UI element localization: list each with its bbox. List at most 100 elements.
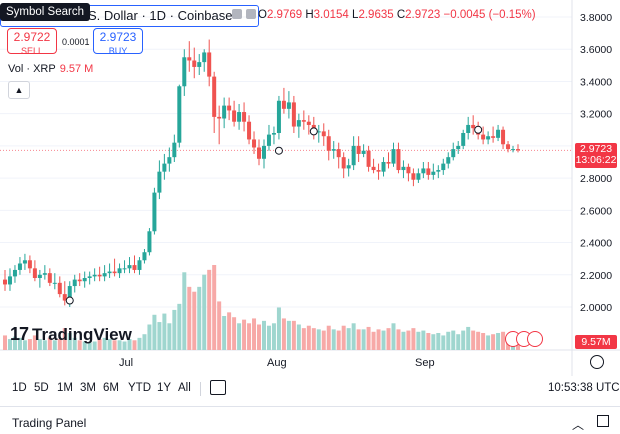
- volume-bar: [32, 335, 37, 350]
- volume-bar: [381, 330, 386, 350]
- trading-panel-bar[interactable]: Trading Panel ︿: [0, 406, 620, 434]
- candle-body: [3, 279, 7, 285]
- range-ytd-button[interactable]: YTD: [128, 382, 151, 394]
- volume-bar: [516, 342, 520, 350]
- volume-bar: [481, 333, 486, 350]
- volume-bar: [461, 330, 466, 350]
- price-tick-label: 3.8000: [580, 12, 612, 24]
- candle-body: [416, 173, 421, 180]
- volume-bar: [341, 325, 346, 350]
- volume-bar: [386, 328, 391, 350]
- current-price-label: 2.9723 13:06:22: [575, 143, 617, 168]
- candle-body: [461, 133, 466, 146]
- event-flag-icon[interactable]: [527, 331, 543, 347]
- events-flags[interactable]: [505, 331, 543, 347]
- symbol-legend[interactable]: Symbol Search S. Dollar · 1D · Coinbase: [0, 0, 259, 30]
- ohlc-values: O2.9769 H3.0154 L2.9635 C2.9723 −0.0045 …: [258, 9, 536, 21]
- candle-body: [92, 274, 97, 277]
- candle-body: [381, 162, 386, 172]
- volume-bar: [416, 331, 421, 350]
- candle-body: [291, 102, 296, 127]
- range-all-button[interactable]: All: [178, 382, 191, 394]
- symbol-title[interactable]: S. Dollar · 1D · Coinbase: [88, 8, 233, 23]
- buy-button[interactable]: 2.9723 BUY: [93, 28, 143, 56]
- clock-time[interactable]: 10:53:38 UTC: [548, 382, 620, 394]
- volume-bar: [266, 325, 271, 350]
- candle-body: [147, 231, 152, 253]
- volume-bar: [321, 330, 326, 350]
- volume-bar: [147, 324, 152, 350]
- volume-legend[interactable]: Vol · XRP 9.57 M: [8, 63, 93, 75]
- candle-body: [132, 265, 137, 270]
- volume-bar: [281, 318, 286, 350]
- volume-bar: [7, 339, 12, 350]
- price-tick-label: 3.2000: [580, 109, 612, 121]
- volume-bar: [431, 334, 436, 350]
- bar-countdown: 13:06:22: [575, 154, 617, 166]
- sell-button[interactable]: 2.9722 SELL: [7, 28, 57, 56]
- candle-body: [456, 145, 461, 150]
- candle-body: [162, 163, 167, 172]
- candle-body: [207, 52, 212, 77]
- candle-body: [431, 171, 436, 175]
- candle-body: [306, 121, 311, 125]
- candle-body: [436, 170, 441, 172]
- candle-body: [47, 273, 52, 283]
- candle-body: [421, 168, 426, 174]
- x-axis-label: Jul: [119, 357, 134, 369]
- settings-gear-icon[interactable]: [590, 355, 604, 369]
- candle-body: [371, 166, 376, 171]
- candle-body: [122, 268, 127, 270]
- volume-bar: [371, 331, 376, 350]
- range-3m-button[interactable]: 3M: [80, 382, 96, 394]
- candle-body: [182, 57, 187, 87]
- volume-bar: [491, 334, 496, 350]
- range-6m-button[interactable]: 6M: [103, 382, 119, 394]
- volume-bar: [162, 313, 167, 350]
- x-axis-label: Sep: [415, 357, 435, 369]
- volume-bar: [112, 340, 117, 350]
- maximize-icon[interactable]: [597, 415, 609, 427]
- more-icon[interactable]: [246, 9, 256, 19]
- range-5d-button[interactable]: 5D: [34, 382, 49, 394]
- open-label: O: [258, 9, 267, 21]
- volume-bar: [82, 341, 87, 350]
- candle-body: [466, 124, 471, 133]
- volume-bar: [92, 341, 97, 350]
- candle-body: [152, 192, 157, 232]
- range-1y-button[interactable]: 1Y: [157, 382, 172, 394]
- chevron-up-icon[interactable]: ▲: [8, 81, 30, 99]
- volume-bar: [52, 340, 57, 350]
- visibility-icon[interactable]: [232, 9, 242, 19]
- candle-body: [406, 166, 411, 174]
- volume-bar: [296, 324, 301, 350]
- candle-body: [261, 145, 266, 159]
- chevron-up-icon[interactable]: ︿: [572, 418, 585, 432]
- price-tick-label: 2.2000: [580, 270, 612, 282]
- volume-bar: [37, 339, 42, 350]
- volume-bar: [42, 340, 47, 350]
- watermark-text: TradingView: [32, 324, 132, 344]
- candle-body: [361, 150, 366, 154]
- volume-bar: [356, 329, 361, 350]
- candle-body: [266, 134, 271, 146]
- candle-body: [232, 110, 237, 122]
- candle-body: [57, 282, 62, 295]
- candle-body: [257, 147, 262, 159]
- close-value: 2.9723: [405, 9, 441, 21]
- volume-bar: [291, 320, 296, 350]
- range-1m-button[interactable]: 1M: [57, 382, 73, 394]
- volume-bar: [436, 333, 441, 350]
- calendar-icon[interactable]: [210, 380, 226, 395]
- candle-body: [366, 150, 371, 167]
- volume-bar: [122, 341, 127, 350]
- candle-body: [27, 260, 32, 269]
- price-tick-label: 2.8000: [580, 173, 612, 185]
- price-chart[interactable]: 3.80003.60003.40003.20003.00002.80002.60…: [0, 0, 620, 376]
- candle-body: [217, 116, 222, 119]
- volume-bar: [376, 329, 381, 350]
- candle-body: [202, 52, 207, 63]
- volume-bar: [227, 312, 232, 350]
- range-1d-button[interactable]: 1D: [12, 382, 27, 394]
- candle-body: [192, 60, 197, 67]
